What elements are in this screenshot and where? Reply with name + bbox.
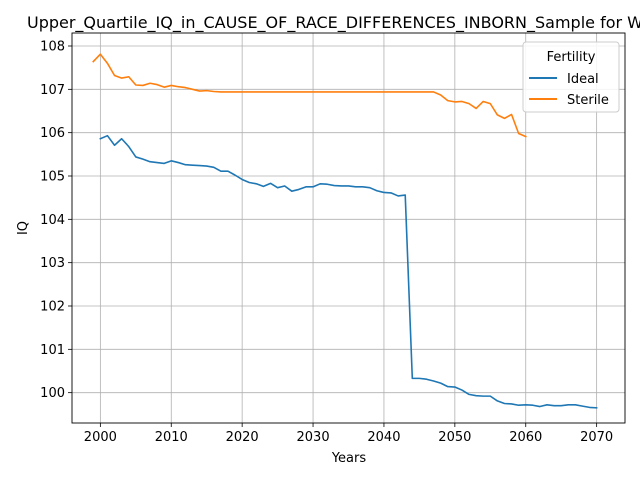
- plot-frame: [71, 32, 626, 424]
- series-line-sterile: [92, 53, 527, 138]
- legend-label-sterile: Sterile: [567, 93, 609, 108]
- plot-lines: [92, 53, 598, 409]
- series-line-ideal: [99, 134, 598, 409]
- x-axis-label: Years: [331, 451, 367, 466]
- y-tick-label: 105: [40, 170, 65, 185]
- x-tick-label: 2010: [155, 430, 188, 445]
- y-tick-label: 100: [40, 386, 65, 401]
- x-tick-label: 2020: [226, 430, 259, 445]
- x-tick-label: 2060: [509, 430, 542, 445]
- x-tick-label: 2040: [367, 430, 400, 445]
- grid: [72, 33, 625, 423]
- y-tick-label: 102: [40, 300, 65, 315]
- y-axis-label: IQ: [16, 221, 31, 235]
- y-tick-label: 107: [40, 83, 65, 98]
- x-tick-label: 2030: [297, 430, 330, 445]
- x-tick-label: 2000: [84, 430, 117, 445]
- legend-box: [522, 41, 620, 113]
- legend: Fertility Ideal Sterile: [522, 41, 620, 113]
- y-tick-label: 108: [40, 40, 65, 55]
- x-tick-label: 2050: [438, 430, 471, 445]
- y-tick-label: 103: [40, 256, 65, 271]
- legend-title: Fertility: [547, 50, 596, 65]
- x-axis: 2000 2010 2020 2030 2040 2050 2060 2070: [84, 423, 613, 445]
- y-tick-label: 101: [40, 343, 65, 358]
- y-tick-label: 106: [40, 126, 65, 141]
- y-tick-label: 104: [40, 213, 65, 228]
- chart-title: Upper_Quartile_IQ_in_CAUSE_OF_RACE_DIFFE…: [27, 13, 640, 33]
- y-axis: 100 101 102 103 104 105 106 107 108: [40, 40, 72, 401]
- legend-label-ideal: Ideal: [567, 72, 599, 87]
- x-tick-label: 2070: [580, 430, 613, 445]
